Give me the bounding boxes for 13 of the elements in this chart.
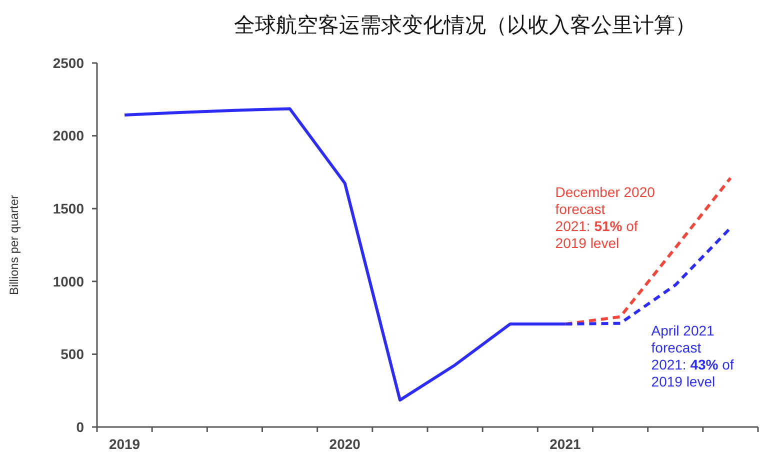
y-tick-label: 500 [60, 346, 84, 362]
chart-title: 全球航空客运需求变化情况（以收入客公里计算） [234, 13, 696, 37]
y-axis-title: Billions per quarter [7, 194, 21, 296]
x-tick-label: 2021 [550, 436, 581, 452]
annotation: December 2020 forecast 2021: 51% of 2019 level [555, 184, 656, 251]
annotation: April 2021 forecast 2021: 43% of 2019 level [651, 322, 734, 390]
x-tick-label: 2019 [108, 436, 140, 452]
y-tick-label: 1500 [52, 200, 84, 216]
y-tick-label: 2500 [52, 54, 84, 71]
y-tick-label: 0 [76, 418, 84, 435]
y-tick-label: 2000 [52, 128, 84, 144]
x-tick-label: 2020 [329, 436, 361, 452]
y-tick-label: 1000 [52, 273, 84, 290]
